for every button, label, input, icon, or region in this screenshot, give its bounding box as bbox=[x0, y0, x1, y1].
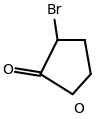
Text: O: O bbox=[73, 102, 83, 116]
Text: O: O bbox=[2, 63, 13, 77]
Text: Br: Br bbox=[46, 3, 62, 17]
